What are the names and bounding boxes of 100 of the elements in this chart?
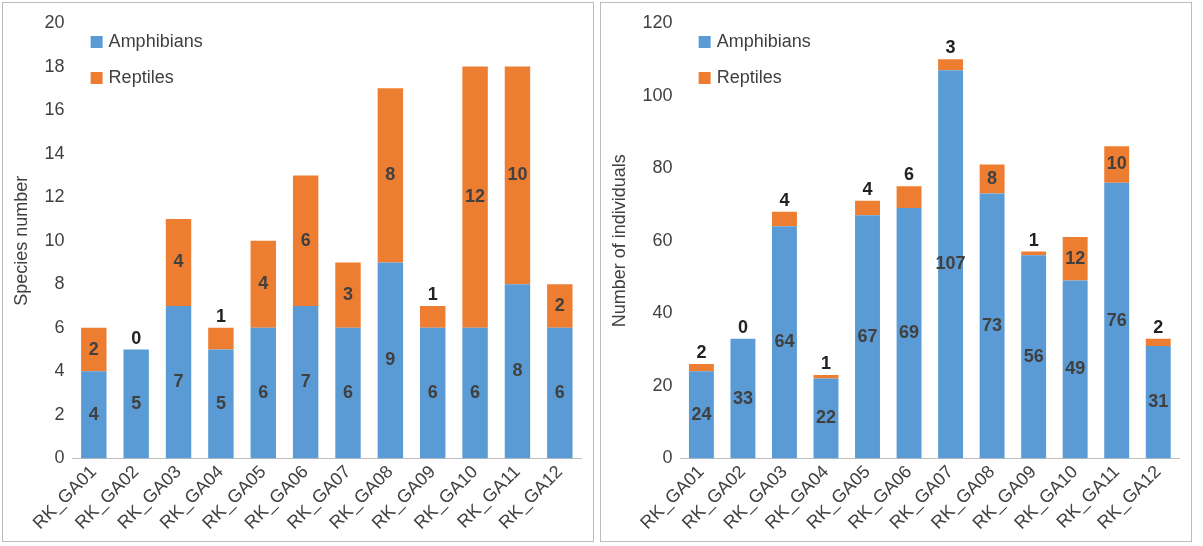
bar (772, 211, 797, 227)
data-label: 31 (1148, 391, 1169, 412)
bar (81, 371, 107, 459)
y-tick-label: 20 (44, 11, 65, 32)
bar (504, 66, 531, 285)
bar (504, 284, 531, 459)
y-tick-label: 8 (54, 273, 65, 294)
bar (420, 327, 446, 459)
data-label: 9 (385, 349, 396, 370)
data-label: 5 (215, 392, 226, 413)
data-label: 1 (820, 352, 831, 373)
data-label: 6 (342, 382, 353, 403)
data-label: 1 (427, 283, 438, 304)
y-axis-title: Number of individuals (608, 154, 629, 328)
data-label: 73 (982, 314, 1003, 335)
legend-label: Reptiles (108, 66, 174, 87)
data-label: 67 (857, 325, 878, 346)
data-label: 6 (470, 382, 481, 403)
data-label: 1 (1028, 229, 1039, 250)
bar (377, 262, 404, 459)
y-tick-label: 10 (44, 229, 65, 250)
bar (688, 364, 714, 372)
data-label: 0 (131, 327, 142, 348)
data-label: 8 (512, 360, 523, 381)
y-tick-label: 40 (652, 302, 673, 323)
bar (81, 327, 107, 372)
bar (462, 327, 488, 459)
data-label: 33 (732, 387, 753, 408)
y-tick-label: 60 (652, 229, 673, 250)
data-label: 12 (1065, 247, 1086, 268)
data-label: 76 (1106, 309, 1127, 330)
bar (208, 327, 234, 350)
bar (730, 338, 756, 459)
y-tick-label: 80 (652, 157, 673, 178)
y-tick-label: 120 (642, 11, 673, 32)
data-label: 2 (88, 338, 99, 359)
y-tick-label: 2 (54, 403, 65, 424)
bar (938, 70, 964, 459)
bar (547, 327, 573, 459)
y-tick-label: 20 (652, 374, 673, 395)
data-label: 6 (904, 164, 915, 185)
data-label: 6 (427, 382, 438, 403)
data-label: 3 (342, 284, 353, 305)
data-label: 4 (88, 403, 99, 424)
legend-label: Amphibians (716, 30, 811, 51)
y-tick-label: 14 (44, 142, 65, 163)
data-label: 8 (385, 164, 396, 185)
y-tick-label: 6 (54, 316, 65, 337)
y-tick-label: 4 (54, 360, 65, 381)
y-tick-label: 100 (642, 84, 673, 105)
data-label: 4 (862, 178, 873, 199)
y-axis-title: Species number (10, 175, 31, 306)
bar (377, 88, 404, 263)
data-label: 2 (554, 294, 565, 315)
data-label: 2 (1153, 316, 1164, 337)
bar (938, 59, 964, 71)
bar (1062, 280, 1088, 459)
bar (547, 284, 573, 328)
bar (165, 218, 192, 307)
data-label: 8 (987, 167, 998, 188)
data-label: 64 (774, 331, 795, 352)
bar (979, 193, 1005, 459)
bar (292, 175, 319, 307)
bar (813, 374, 839, 379)
data-label: 49 (1065, 358, 1086, 379)
bar (292, 306, 319, 459)
bar (896, 186, 922, 209)
bar (208, 349, 234, 459)
bar (335, 262, 361, 328)
data-label: 0 (737, 316, 748, 337)
bar (420, 306, 446, 328)
bar (855, 200, 880, 216)
data-label: 5 (131, 392, 142, 413)
y-tick-label: 0 (54, 447, 65, 468)
bar (772, 226, 797, 459)
bar (1145, 345, 1171, 459)
data-label: 6 (300, 229, 311, 250)
bar (1145, 338, 1171, 346)
bar (688, 371, 714, 459)
data-label: 12 (465, 186, 486, 207)
data-label: 24 (691, 403, 712, 424)
y-tick-label: 18 (44, 55, 65, 76)
data-label: 10 (1106, 153, 1127, 174)
legend-label: Amphibians (108, 30, 203, 51)
data-label: 4 (173, 251, 184, 272)
data-label: 6 (554, 382, 565, 403)
data-label: 10 (507, 164, 528, 185)
y-tick-label: 0 (662, 447, 673, 468)
bar (123, 349, 149, 459)
data-label: 3 (945, 37, 956, 58)
data-label: 1 (215, 305, 226, 326)
legend-label: Reptiles (716, 66, 782, 87)
data-label: 6 (258, 382, 269, 403)
y-tick-label: 12 (44, 186, 65, 207)
data-label: 22 (815, 407, 837, 428)
data-label: 4 (779, 189, 790, 210)
data-label: 7 (173, 371, 184, 392)
bar (250, 240, 276, 328)
bar (1104, 182, 1130, 459)
bar (462, 66, 488, 328)
